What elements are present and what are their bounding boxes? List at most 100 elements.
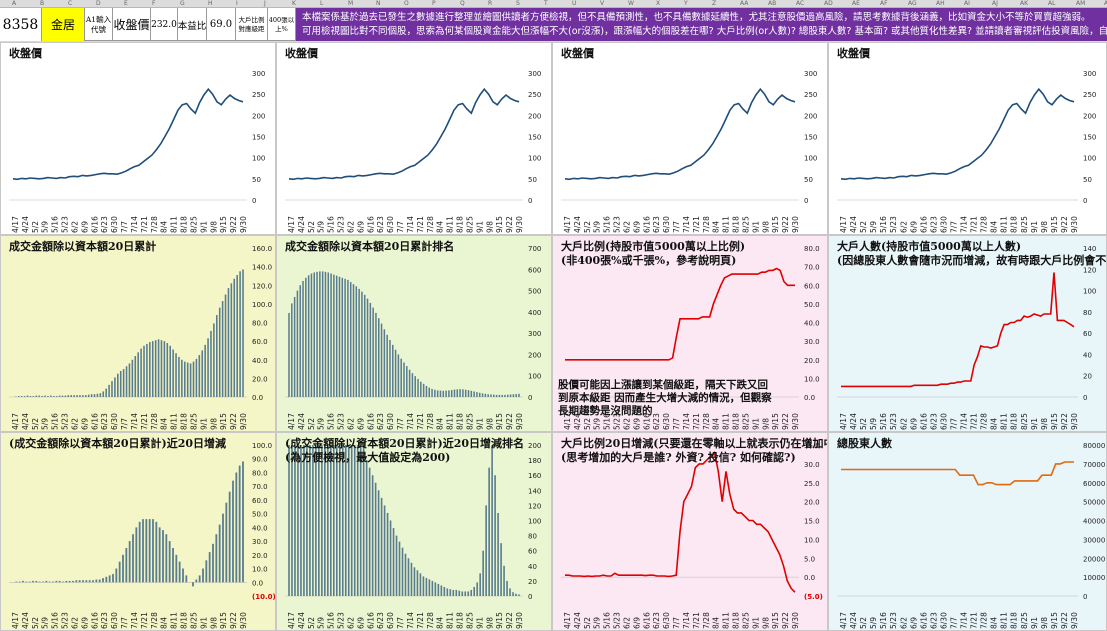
bar-mark xyxy=(482,550,484,596)
x-tick-label: 5/16 xyxy=(51,413,60,430)
column-letter: R xyxy=(488,0,493,7)
x-tick-label: 6/16 xyxy=(366,612,375,629)
x-tick-label: 6/16 xyxy=(366,216,375,233)
bar-mark xyxy=(96,393,99,397)
column-letter: N xyxy=(376,0,381,7)
y-tick-label: 0 xyxy=(1083,197,1087,205)
chart-subtitle: (思考增加的大戶是誰? 外資? 投信? 如何確認?) xyxy=(561,451,796,464)
x-tick-label: 7/21 xyxy=(140,216,149,233)
x-tick-label: 9/8 xyxy=(209,418,218,430)
x-tick-label: 8/18 xyxy=(732,216,741,233)
column-letter: W xyxy=(628,0,634,7)
x-tick-label: 9/30 xyxy=(515,216,524,233)
column-letter: AJ xyxy=(992,0,998,7)
bar-mark xyxy=(294,445,296,596)
bar-mark xyxy=(166,342,169,397)
y-tick-label: 50.0 xyxy=(252,511,268,519)
chart-title: 成交金額除以資本額20日累計 xyxy=(9,240,157,253)
chart-panel-rank[interactable]: 0 100 200 300 400 500 600 700 4/17 4/24 5/2 5/9 5/16… xyxy=(276,235,552,432)
y-tick-label: 0 xyxy=(1083,593,1087,601)
major-level-cell[interactable]: 400張以上% xyxy=(268,8,296,41)
series-line xyxy=(12,87,244,181)
x-tick-label: 5/9 xyxy=(317,418,326,430)
chart-title: (成交金額除以資本額20日累計)近20日增減 xyxy=(9,437,227,450)
x-tick-label: 9/30 xyxy=(1070,216,1079,233)
bar-mark xyxy=(473,586,476,596)
bar-mark xyxy=(52,396,55,397)
chart-panel-price2[interactable]: 0 50 100 150 200 250 300 4/17 4/24 5/2 5/9 5/16 5/23… xyxy=(276,42,552,235)
bar-mark xyxy=(131,359,134,397)
bar-mark xyxy=(55,580,58,583)
x-tick-label: 6/2 xyxy=(346,418,355,430)
bar-mark xyxy=(172,547,174,583)
chart-panel-price1[interactable]: 0 50 100 150 200 250 300 4/17 4/24 5/2 5/9 5/16 5/23… xyxy=(0,42,276,235)
bar-mark xyxy=(102,391,105,397)
chart-panel-total-holders[interactable]: 0 10000 20000 30000 40000 50000 60000 70000 8000… xyxy=(828,432,1107,631)
x-tick-label: 4/17 xyxy=(287,413,296,430)
x-tick-label: 7/21 xyxy=(140,413,149,430)
bar-mark xyxy=(115,568,118,583)
y-tick-label: 700 xyxy=(528,245,541,253)
x-tick-label: 8/11 xyxy=(170,413,179,430)
series-line xyxy=(564,87,796,181)
chart-svg: 0 10000 20000 30000 40000 50000 60000 70000 8000… xyxy=(837,442,1105,629)
x-tick-label: 5/23 xyxy=(889,413,898,430)
price-label: 收盤價 xyxy=(113,18,150,32)
chart-panel-major-count[interactable]: 0 20 40 60 80 100 120 140 4/17 4/24 5/2 5/9 5/16 5/23… xyxy=(828,235,1107,432)
bar-mark xyxy=(368,467,371,596)
bar-mark xyxy=(506,580,508,596)
bar-mark xyxy=(198,355,201,397)
bar-mark xyxy=(509,588,511,596)
y-tick-label: 50 xyxy=(252,176,261,184)
x-tick-label: 6/23 xyxy=(100,216,109,233)
chart-panel-major-ratio-change[interactable]: (5.0) 0.0 5.0 10.0 15.0 20.0 25.0 30.0 35.0 4/17 4… xyxy=(552,432,828,631)
stock-code-cell[interactable]: 8358 xyxy=(0,8,42,41)
column-letter: P xyxy=(432,0,436,7)
chart-panel-turnover-change[interactable]: (10.0) 0.0 10.0 20.0 30.0 40.0 50.0 60.0 70.0 80.… xyxy=(0,432,276,631)
x-tick-label: 6/16 xyxy=(919,413,928,430)
x-tick-label: 7/28 xyxy=(426,413,435,430)
chart-title: (成交金額除以資本額20日累計)近20日增減排名 xyxy=(285,437,525,450)
x-tick-label: 5/16 xyxy=(603,413,612,430)
x-tick-label: 8/4 xyxy=(990,418,999,430)
bar-mark xyxy=(338,276,341,397)
x-tick-label: 6/2 xyxy=(899,221,908,233)
y-tick-label: 50 xyxy=(528,176,537,184)
x-tick-label: 8/11 xyxy=(722,612,731,629)
bar-mark xyxy=(335,275,338,397)
x-tick-label: 9/30 xyxy=(1070,612,1079,629)
bar-mark xyxy=(425,385,428,397)
bar-mark xyxy=(117,373,119,397)
bar-mark xyxy=(42,581,44,583)
x-tick-label: 6/9 xyxy=(632,221,641,233)
y-tick-label: 20.0 xyxy=(252,552,268,560)
bar-mark xyxy=(216,315,218,397)
x-tick-label: 8/18 xyxy=(1010,216,1019,233)
x-tick-label: 6/2 xyxy=(622,418,631,430)
x-tick-label: 8/11 xyxy=(446,413,455,430)
y-tick-label: 60.0 xyxy=(804,282,820,290)
bar-mark xyxy=(512,394,515,397)
x-tick-label: 5/23 xyxy=(61,216,70,233)
bar-mark xyxy=(84,395,87,397)
bar-mark xyxy=(99,393,102,397)
stock-name-cell[interactable]: 金居 xyxy=(42,8,85,41)
x-tick-label: 8/25 xyxy=(741,216,750,233)
bar-mark xyxy=(178,356,180,397)
major-ratio-label: 大戶比例對應級距 xyxy=(238,15,265,33)
chart-panel-price4[interactable]: 0 50 100 150 200 250 300 4/17 4/24 5/2 5/9 5/16 5/23… xyxy=(828,42,1107,235)
bar-mark xyxy=(305,277,307,397)
x-tick-label: 5/2 xyxy=(583,221,592,233)
bar-mark xyxy=(18,396,20,397)
x-tick-label: 5/2 xyxy=(859,617,868,629)
bar-mark xyxy=(221,301,224,397)
bar-mark xyxy=(192,361,195,397)
chart-panel-price3[interactable]: 0 50 100 150 200 250 300 4/17 4/24 5/2 5/9 5/16 5/23… xyxy=(552,42,828,235)
chart-panel-turnover[interactable]: 0.0 20.0 40.0 60.0 80.0 100.0 120.0 140.0 160.0 4… xyxy=(0,235,276,432)
chart-panel-major-ratio[interactable]: 0.0 10.0 20.0 30.0 40.0 50.0 60.0 70.0 80.0 4/17 4… xyxy=(552,235,828,432)
bar-mark xyxy=(28,581,31,583)
y-tick-label: 70.0 xyxy=(804,264,820,272)
chart-panel-turnover-change-rank[interactable]: 0 20 40 60 80 100 120 140 160 180 200 4/17 4/24 5/2 5/… xyxy=(276,432,552,631)
y-tick-label: 250 xyxy=(1083,91,1096,99)
x-tick-label: 7/21 xyxy=(692,216,701,233)
